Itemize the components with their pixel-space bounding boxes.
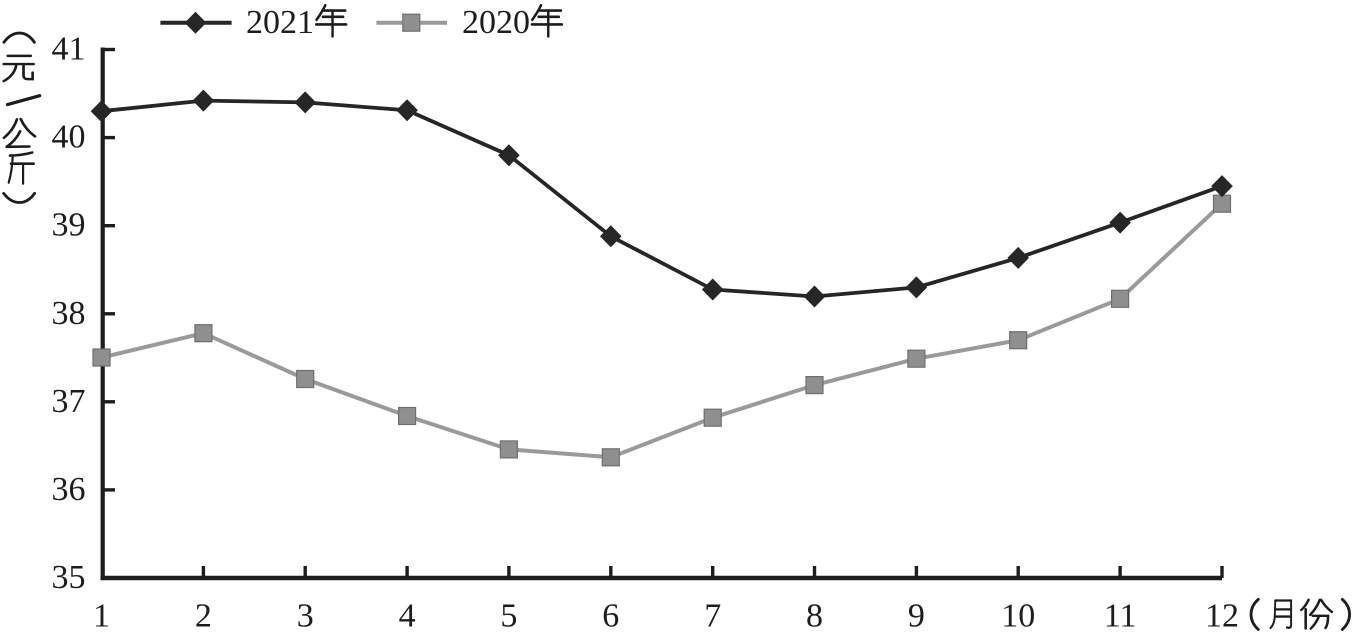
svg-text:36: 36	[52, 471, 86, 508]
svg-text:8: 8	[806, 598, 823, 635]
svg-text:37: 37	[52, 383, 86, 420]
svg-text:7: 7	[704, 598, 721, 635]
svg-text:39: 39	[52, 207, 86, 244]
svg-text:2: 2	[195, 598, 212, 635]
svg-text:38: 38	[52, 295, 86, 332]
svg-text:2021: 2021	[246, 4, 314, 41]
svg-text:3: 3	[297, 598, 314, 635]
svg-text:2020: 2020	[462, 4, 530, 41]
svg-text:41: 41	[52, 31, 86, 68]
svg-text:40: 40	[52, 119, 86, 156]
svg-text:4: 4	[399, 598, 416, 635]
svg-text:35: 35	[52, 559, 86, 596]
svg-text:6: 6	[602, 598, 619, 635]
svg-text:10: 10	[1001, 598, 1035, 635]
svg-text:5: 5	[500, 598, 517, 635]
svg-text:9: 9	[908, 598, 925, 635]
svg-text:1: 1	[93, 598, 110, 635]
svg-text:11: 11	[1104, 598, 1137, 635]
svg-text:12: 12	[1205, 598, 1239, 635]
